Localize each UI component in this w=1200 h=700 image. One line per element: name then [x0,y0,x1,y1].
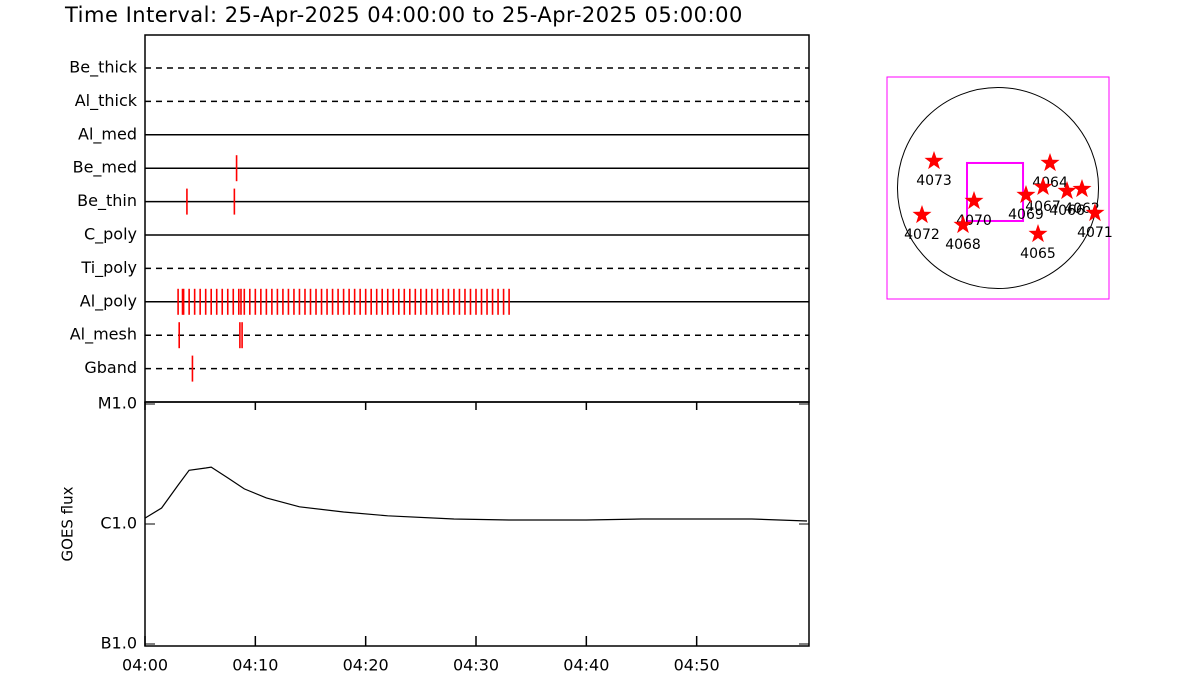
region-star [1072,179,1092,198]
flux-line [144,466,808,522]
row-label: Gband [84,358,137,377]
region-star [953,215,973,234]
region-star [924,151,944,170]
region-star [912,205,932,224]
row-label: Al_thick [75,91,138,111]
region-star [1033,177,1053,195]
region-label: 4073 [916,173,952,189]
y-axis-label: GOES flux [59,486,77,561]
y-tick-label: C1.0 [100,514,137,533]
map-frame [886,76,1110,300]
row-label: Al_med [78,124,137,144]
region-star [964,191,984,210]
y-tick-label: M1.0 [98,394,137,413]
row-label: Al_mesh [70,325,137,345]
region-label: 4066 [1049,203,1085,219]
row-label: Ti_poly [80,258,137,278]
region-label: 4071 [1077,225,1113,241]
solar-limb [896,86,1100,290]
x-tick-label: 04:50 [674,656,720,675]
region-label: 4067 [1025,199,1061,215]
x-tick-label: 04:00 [122,656,168,675]
region-star [1085,203,1105,222]
row-label: Be_med [73,158,137,178]
y-tick-label: B1.0 [101,634,137,653]
region-label: 4072 [904,227,940,243]
region-star [1016,185,1036,204]
region-star [1028,224,1048,243]
region-label: 4065 [1020,246,1056,262]
row-label: C_poly [84,225,137,245]
x-tick-label: 04:10 [232,656,278,675]
x-tick-label: 04:30 [453,656,499,675]
row-label: Be_thin [77,191,137,211]
x-tick-label: 04:40 [563,656,609,675]
region-star [1040,153,1060,172]
row-label: Al_poly [80,291,137,311]
chart-title: Time Interval: 25-Apr-2025 04:00:00 to 2… [64,3,743,27]
region-label: 4069 [1008,207,1044,223]
region-star [1057,181,1077,200]
region-label: 4068 [945,237,981,253]
row-label: Be_thick [69,58,137,78]
x-tick-label: 04:20 [343,656,389,675]
